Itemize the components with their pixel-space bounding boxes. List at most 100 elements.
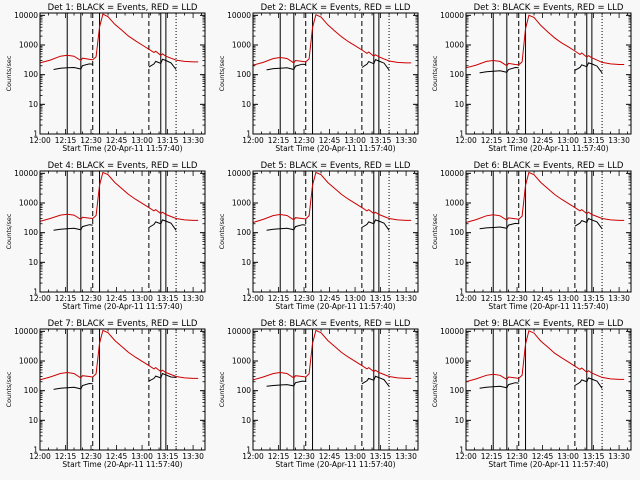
x-tick-label: 13:30 bbox=[608, 294, 630, 303]
events-series-line bbox=[479, 382, 519, 389]
x-tick-label: 13:00 bbox=[344, 294, 366, 303]
x-tick-label: 13:15 bbox=[583, 452, 605, 461]
y-tick-label: 10 bbox=[454, 416, 464, 425]
y-tick-label: 100 bbox=[237, 70, 252, 79]
events-series-line bbox=[266, 63, 306, 71]
plot-frame bbox=[39, 12, 206, 135]
panel-title: Det 2: BLACK = Events, RED = LLD bbox=[261, 3, 411, 13]
x-axis-label: Start Time (20-Apr-11 11:57:40) bbox=[62, 460, 182, 469]
lld-series-line bbox=[39, 329, 199, 381]
panel-det-8: Det 8: BLACK = Events, RED = LLD Counts/s… bbox=[218, 319, 419, 469]
y-tick-label: 10 bbox=[241, 258, 251, 267]
x-tick-label: 13:30 bbox=[395, 294, 417, 303]
x-tick-label: 12:00 bbox=[242, 452, 264, 461]
x-tick-label: 12:15 bbox=[268, 452, 290, 461]
y-tick-label: 1000 bbox=[445, 199, 464, 208]
y-tick-label: 10000 bbox=[14, 169, 38, 178]
x-axis-label: Start Time (20-Apr-11 11:57:40) bbox=[488, 144, 608, 153]
y-tick-label: 1 bbox=[33, 446, 38, 455]
plot-frame bbox=[252, 328, 419, 451]
panel-title: Det 6: BLACK = Events, RED = LLD bbox=[474, 161, 624, 171]
y-tick-label: 10000 bbox=[227, 169, 251, 178]
panel-det-3: Det 3: BLACK = Events, RED = LLD Counts/s… bbox=[431, 3, 632, 153]
y-tick-label: 100 bbox=[237, 386, 252, 395]
x-tick-label: 12:30 bbox=[80, 294, 102, 303]
plot-frame bbox=[465, 12, 632, 135]
y-tick-label: 1000 bbox=[19, 41, 38, 50]
x-tick-label: 12:15 bbox=[268, 136, 290, 145]
events-series-line bbox=[148, 372, 177, 382]
y-tick-label: 1 bbox=[246, 130, 251, 139]
y-axis-label: Counts/sec bbox=[5, 213, 13, 249]
y-tick-label: 10 bbox=[454, 258, 464, 267]
x-tick-label: 12:15 bbox=[55, 136, 77, 145]
panel-det-6: Det 6: BLACK = Events, RED = LLD Counts/s… bbox=[431, 161, 632, 311]
x-tick-label: 12:30 bbox=[80, 136, 102, 145]
x-tick-label: 13:00 bbox=[131, 294, 153, 303]
x-tick-label: 12:45 bbox=[106, 136, 128, 145]
panel-title: Det 8: BLACK = Events, RED = LLD bbox=[261, 319, 411, 329]
events-series-line bbox=[361, 59, 390, 71]
panel-title: Det 4: BLACK = Events, RED = LLD bbox=[48, 161, 198, 171]
y-tick-label: 10000 bbox=[440, 327, 464, 336]
lld-series-line bbox=[465, 171, 625, 223]
x-tick-label: 12:45 bbox=[532, 136, 554, 145]
y-axis-label: Counts/sec bbox=[218, 371, 226, 407]
events-series-line bbox=[148, 219, 177, 231]
y-tick-label: 1000 bbox=[19, 199, 38, 208]
y-tick-label: 100 bbox=[24, 386, 39, 395]
y-tick-label: 10000 bbox=[14, 327, 38, 336]
x-tick-label: 13:00 bbox=[557, 452, 579, 461]
x-tick-label: 13:15 bbox=[157, 294, 179, 303]
y-tick-label: 1 bbox=[33, 130, 38, 139]
x-tick-label: 13:15 bbox=[583, 136, 605, 145]
lld-series-line bbox=[252, 14, 412, 66]
y-tick-label: 10000 bbox=[440, 11, 464, 20]
x-tick-label: 12:30 bbox=[80, 452, 102, 461]
panel-title: Det 9: BLACK = Events, RED = LLD bbox=[474, 319, 624, 329]
y-axis-label: Counts/sec bbox=[431, 213, 439, 249]
y-axis-label: Counts/sec bbox=[5, 371, 13, 407]
plot-frame bbox=[39, 328, 206, 451]
y-tick-label: 1 bbox=[246, 288, 251, 297]
y-tick-label: 10000 bbox=[14, 11, 38, 20]
panel-title: Det 3: BLACK = Events, RED = LLD bbox=[474, 3, 624, 13]
x-tick-label: 12:30 bbox=[293, 452, 315, 461]
y-tick-label: 10 bbox=[454, 100, 464, 109]
events-series-line bbox=[361, 219, 390, 231]
y-tick-label: 1000 bbox=[232, 199, 251, 208]
x-tick-label: 13:30 bbox=[608, 452, 630, 461]
y-tick-label: 10 bbox=[28, 416, 38, 425]
y-tick-label: 1 bbox=[246, 446, 251, 455]
x-tick-label: 13:30 bbox=[608, 136, 630, 145]
events-series-line bbox=[53, 63, 93, 70]
x-tick-label: 12:00 bbox=[242, 294, 264, 303]
x-tick-label: 12:00 bbox=[29, 294, 51, 303]
x-tick-label: 13:30 bbox=[395, 452, 417, 461]
y-tick-label: 10000 bbox=[440, 169, 464, 178]
y-tick-label: 10000 bbox=[227, 327, 251, 336]
events-series-line bbox=[53, 224, 93, 231]
x-tick-label: 13:30 bbox=[395, 136, 417, 145]
y-tick-label: 1000 bbox=[232, 41, 251, 50]
y-tick-label: 1 bbox=[459, 446, 464, 455]
x-tick-label: 12:00 bbox=[29, 136, 51, 145]
x-tick-label: 12:45 bbox=[319, 452, 341, 461]
y-tick-label: 100 bbox=[24, 70, 39, 79]
x-tick-label: 12:45 bbox=[319, 294, 341, 303]
plot-frame bbox=[252, 170, 419, 293]
panel-title: Det 7: BLACK = Events, RED = LLD bbox=[48, 319, 198, 329]
x-axis-label: Start Time (20-Apr-11 11:57:40) bbox=[275, 144, 395, 153]
plot-frame bbox=[465, 328, 632, 451]
plot-frame bbox=[252, 12, 419, 135]
panel-title: Det 1: BLACK = Events, RED = LLD bbox=[48, 3, 198, 13]
x-tick-label: 12:00 bbox=[29, 452, 51, 461]
x-tick-label: 13:00 bbox=[131, 452, 153, 461]
y-tick-label: 10 bbox=[28, 100, 38, 109]
plot-frame bbox=[465, 170, 632, 293]
x-tick-label: 12:30 bbox=[506, 294, 528, 303]
lld-series-line bbox=[252, 329, 412, 381]
x-axis-label: Start Time (20-Apr-11 11:57:40) bbox=[62, 144, 182, 153]
panel-det-1: Det 1: BLACK = Events, RED = LLD Counts/s… bbox=[5, 3, 206, 153]
